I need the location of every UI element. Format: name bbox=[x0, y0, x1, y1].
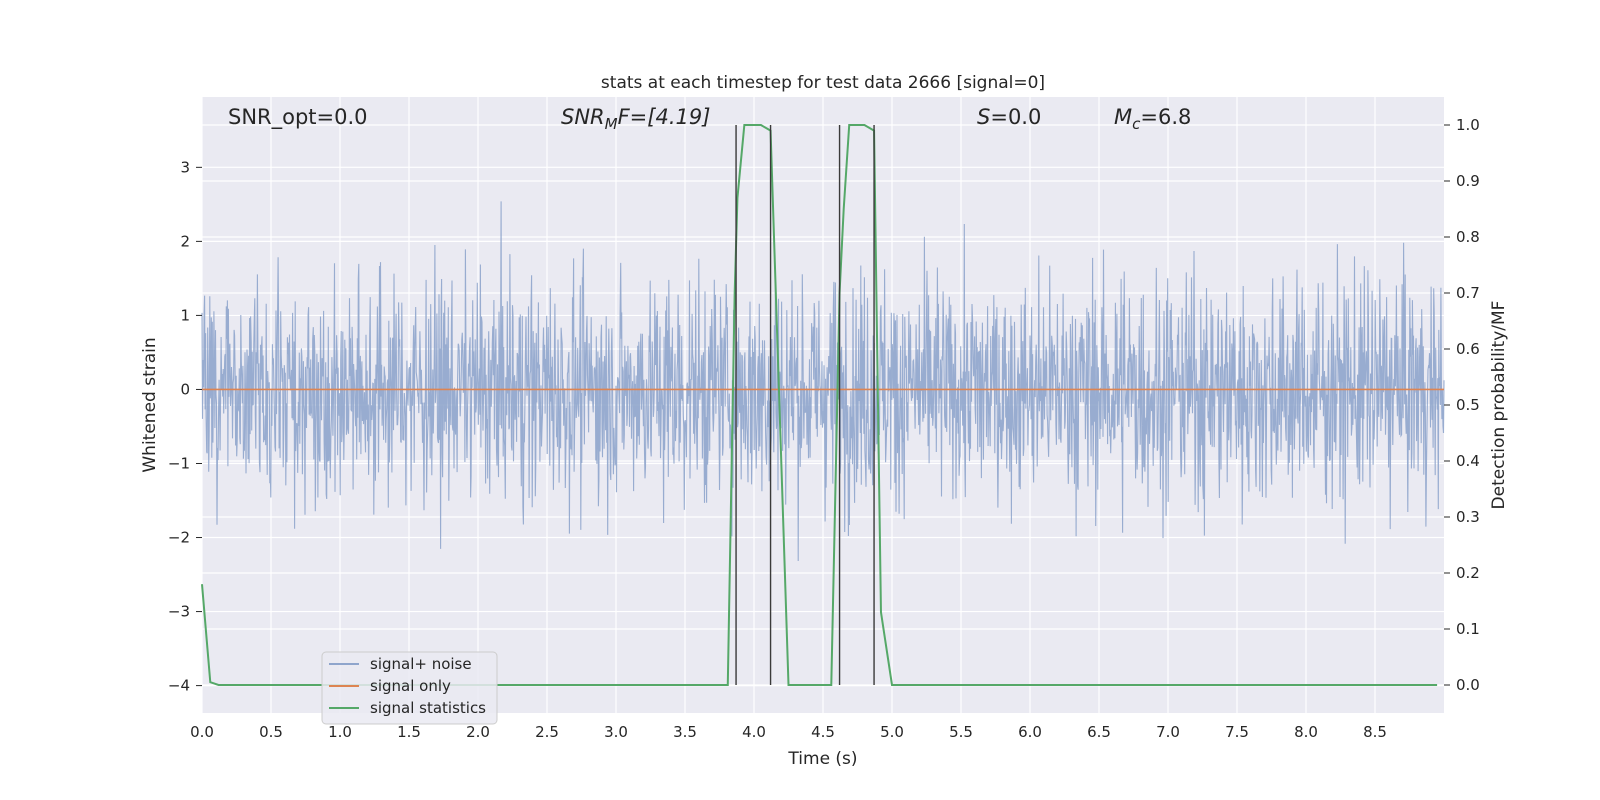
x-tick-label: 2.5 bbox=[535, 723, 559, 741]
annotation-s: S=0.0 bbox=[977, 105, 1041, 129]
snr-mf-sub: M bbox=[605, 115, 618, 133]
x-tick-label: 4.0 bbox=[742, 723, 766, 741]
y-left-tick-label: −4 bbox=[168, 677, 190, 695]
y-left-tick-label: 2 bbox=[180, 232, 190, 250]
x-axis-label: Time (s) bbox=[787, 749, 857, 769]
x-tick-label: 5.5 bbox=[949, 723, 973, 741]
y-left-tick-label: 0 bbox=[180, 380, 190, 398]
annotation-mc: Mc=6.8 bbox=[1114, 105, 1191, 133]
y-right-tick-label: 0.4 bbox=[1456, 452, 1480, 470]
x-tick-label: 1.5 bbox=[397, 723, 421, 741]
x-tick-label: 2.0 bbox=[466, 723, 490, 741]
s-suffix: =0.0 bbox=[990, 105, 1041, 129]
y-right-tick-label: 1.0 bbox=[1456, 116, 1480, 134]
y-left-tick-label: 3 bbox=[180, 158, 190, 176]
x-tick-label: 6.5 bbox=[1087, 723, 1111, 741]
y-left-tick-label: 1 bbox=[180, 306, 190, 324]
y-axis-label-left: Whitened strain bbox=[140, 337, 160, 472]
mc-sub: c bbox=[1132, 115, 1141, 133]
y-right-tick-label: 0.0 bbox=[1456, 676, 1480, 694]
legend-entry-signal-noise: signal+ noise bbox=[370, 655, 472, 673]
snr-mf-prefix: SNR bbox=[561, 105, 605, 129]
y-right-tick-label: 0.8 bbox=[1456, 228, 1480, 246]
vertical-markers bbox=[735, 125, 875, 685]
mc-prefix: M bbox=[1114, 105, 1132, 129]
y-right-tick-label: 0.5 bbox=[1456, 396, 1480, 414]
legend: signal+ noise signal only signal statist… bbox=[321, 651, 498, 725]
x-tick-label: 5.0 bbox=[880, 723, 904, 741]
y-right-tick-label: 0.9 bbox=[1456, 172, 1480, 190]
annotation-snr-mf: SNRMF=[4.19] bbox=[561, 105, 710, 133]
y-axis-label-right: Detection probability/MF bbox=[1489, 301, 1509, 510]
x-tick-label: 3.0 bbox=[604, 723, 628, 741]
y-left-tick-label: −3 bbox=[168, 603, 190, 621]
x-tick-label: 8.5 bbox=[1363, 723, 1387, 741]
x-tick-label: 7.5 bbox=[1225, 723, 1249, 741]
mc-suffix: =6.8 bbox=[1140, 105, 1191, 129]
series-signal-noise bbox=[201, 201, 1445, 562]
series-line-signal-noise bbox=[201, 201, 1445, 562]
y-right-tick-label: 0.3 bbox=[1456, 508, 1480, 526]
annotation-snr-opt: SNR_opt=0.0 bbox=[228, 105, 368, 130]
x-tick-label: 0.0 bbox=[190, 723, 214, 741]
legend-entry-signal-only: signal only bbox=[370, 677, 451, 695]
series-lines bbox=[201, 124, 1444, 686]
y-left-tick-label: −1 bbox=[168, 454, 190, 472]
chart-title: stats at each timestep for test data 266… bbox=[601, 73, 1045, 93]
legend-entry-signal-statistics: signal statistics bbox=[370, 699, 486, 717]
snr-mf-suffix: F=[4.19] bbox=[618, 105, 711, 129]
x-tick-label: 6.0 bbox=[1018, 723, 1042, 741]
legend-box bbox=[321, 651, 498, 725]
y-left-tick-label: −2 bbox=[168, 529, 190, 547]
x-tick-label: 0.5 bbox=[259, 723, 283, 741]
x-tick-label: 3.5 bbox=[673, 723, 697, 741]
x-tick-label: 1.0 bbox=[328, 723, 352, 741]
s-prefix: S bbox=[977, 105, 990, 129]
y-right-tick-label: 0.1 bbox=[1456, 620, 1480, 638]
y-right-tick-label: 0.7 bbox=[1456, 284, 1480, 302]
x-tick-label: 8.0 bbox=[1294, 723, 1318, 741]
series-line-signal-statistics bbox=[201, 124, 1438, 686]
tick-labels: 0.0 0.5 1.0 1.5 2.0 2.5 3.0 3.5 4.0 4.5 5.0 5.5 6.0 6… bbox=[168, 116, 1480, 741]
x-tick-label: 7.0 bbox=[1156, 723, 1180, 741]
y-right-tick-label: 0.2 bbox=[1456, 564, 1480, 582]
x-tick-label: 4.5 bbox=[811, 723, 835, 741]
y-right-tick-label: 0.6 bbox=[1456, 340, 1480, 358]
